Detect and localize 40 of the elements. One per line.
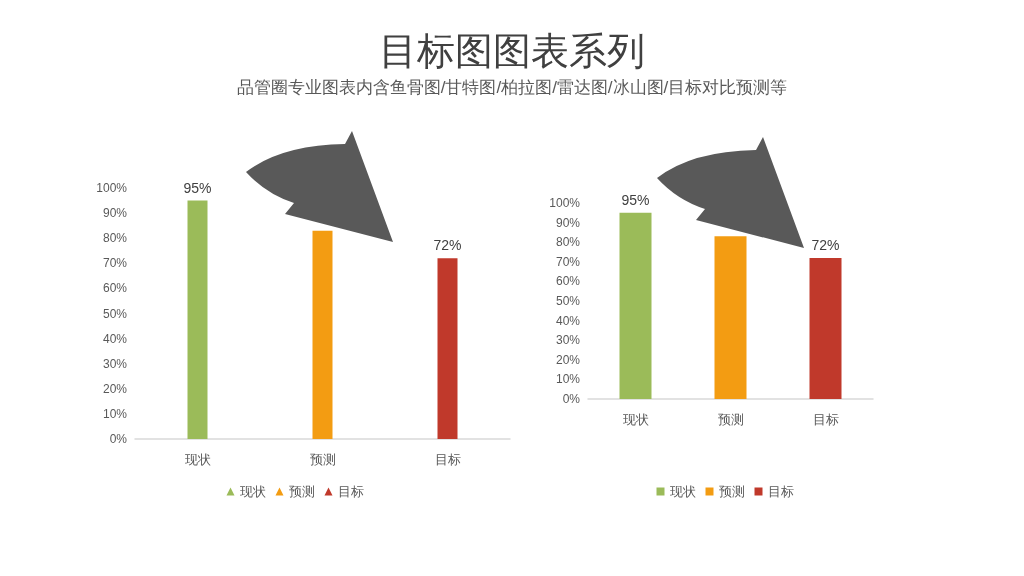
y-tick-label: 90%: [555, 215, 581, 230]
data-label: 95%: [183, 179, 212, 196]
y-tick-label: 40%: [102, 331, 128, 346]
y-tick-label: 70%: [102, 256, 128, 271]
y-tick-label: 20%: [102, 381, 128, 396]
y-tick-label: 20%: [555, 352, 581, 367]
x-tick-label: 目标: [434, 452, 461, 467]
data-label: 95%: [621, 191, 650, 208]
x-tick-label: 现状: [184, 452, 211, 467]
y-tick-label: 70%: [555, 254, 581, 269]
legend-label: 现状: [239, 484, 266, 499]
legend-label: 目标: [337, 484, 364, 499]
x-tick-label: 预测: [309, 452, 336, 467]
y-tick-label: 60%: [102, 281, 128, 296]
y-tick-label: 10%: [102, 406, 128, 421]
y-tick-label: 30%: [102, 356, 128, 371]
y-tick-label: 30%: [555, 333, 581, 348]
x-tick-label: 现状: [622, 412, 649, 427]
x-tick-label: 预测: [717, 412, 744, 427]
y-tick-label: 60%: [555, 274, 581, 289]
chart-subtitle: 品管圈专业图表内含鱼骨图/甘特图/柏拉图/雷达图/冰山图/目标对比预测等: [235, 77, 789, 99]
y-tick-label: 0%: [562, 392, 581, 406]
y-tick-label: 80%: [102, 231, 128, 246]
legend-label: 预测: [718, 484, 745, 499]
y-tick-label: 100%: [96, 181, 128, 195]
y-tick-label: 50%: [102, 306, 128, 321]
y-tick-label: 90%: [102, 206, 128, 221]
legend-label: 目标: [767, 484, 794, 499]
y-tick-label: 10%: [555, 372, 581, 387]
data-label: 72%: [433, 237, 462, 254]
y-tick-label: 80%: [555, 235, 581, 250]
y-tick-label: 50%: [555, 294, 581, 308]
legend-label: 预测: [288, 484, 315, 499]
y-tick-label: 40%: [555, 313, 581, 328]
y-tick-label: 100%: [549, 196, 581, 210]
y-tick-label: 0%: [109, 432, 128, 446]
data-label: 72%: [811, 236, 840, 253]
chart-title: 目标图图表系列: [378, 29, 646, 74]
x-tick-label: 目标: [812, 412, 839, 427]
legend-label: 现状: [669, 484, 696, 499]
